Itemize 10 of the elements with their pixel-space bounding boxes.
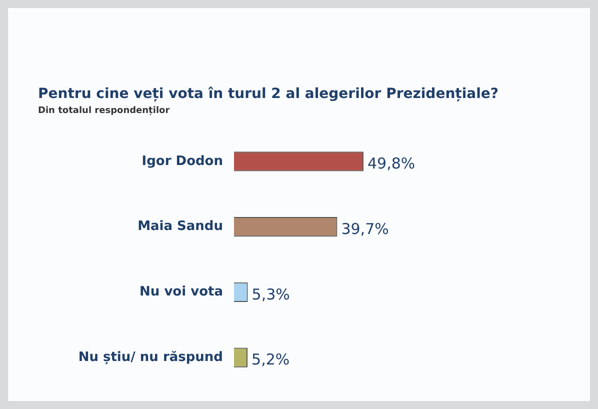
y-tick-label: Maia Sandu: [138, 219, 223, 234]
text: Din totalul respondenților: [38, 106, 170, 116]
y-tick-label: Igor Dodon: [142, 154, 223, 169]
y-tick-label: Nu știu/ nu răspund: [78, 350, 223, 365]
data-label: 49,8%: [367, 154, 416, 173]
chart-title: Pentru cine veți vota în turul 2 al alegerilor Prezidențiale?: [38, 86, 499, 102]
data-label: 5,3%: [252, 285, 290, 304]
data-label: 39,7%: [341, 220, 389, 238]
data-label: 5,2%: [252, 350, 290, 369]
y-tick-label: Nu voi vota: [140, 284, 223, 300]
